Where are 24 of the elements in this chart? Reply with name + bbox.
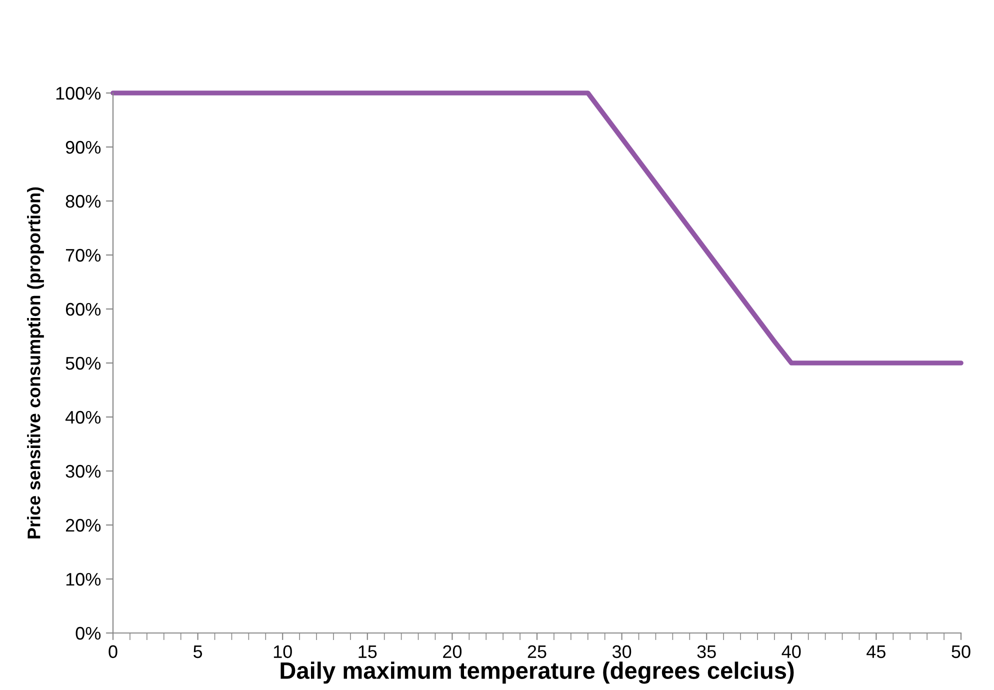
x-tick-label: 35	[697, 645, 716, 658]
y-tick-label: 100%	[56, 86, 101, 100]
x-tick-label: 25	[528, 645, 546, 658]
x-tick-label: 20	[443, 645, 462, 658]
y-axis-title: Price sensitive consumption (proportion)	[27, 187, 44, 538]
y-tick-label: 10%	[66, 572, 101, 586]
x-tick-label: 10	[274, 645, 292, 658]
x-tick-label: 15	[358, 645, 377, 658]
y-tick-label: 40%	[65, 410, 101, 424]
x-tick-label: 30	[612, 645, 632, 658]
y-tick-label: 70%	[66, 248, 101, 262]
y-tick-label: 30%	[66, 464, 101, 478]
x-tick-label: 40	[782, 645, 801, 658]
y-tick-label: 50%	[66, 356, 101, 370]
y-tick-label: 20%	[66, 518, 101, 532]
y-tick-label: 90%	[66, 140, 101, 154]
y-tick-label: 80%	[66, 194, 101, 208]
x-tick-label: 0	[108, 645, 118, 658]
x-tick-label: 50	[952, 645, 970, 658]
x-axis-title: Daily maximum temperature (degrees celcius)	[280, 662, 794, 684]
y-tick-label: 0%	[76, 626, 101, 640]
y-tick-label: 60%	[66, 302, 101, 316]
x-tick-label: 5	[194, 645, 202, 658]
x-tick-label: 45	[866, 645, 886, 658]
